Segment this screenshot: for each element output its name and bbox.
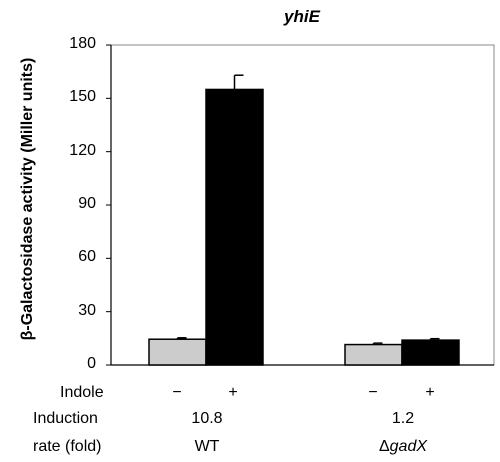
y-tick-label-5: 150 <box>69 88 96 106</box>
indole-row-label: Indole <box>60 384 104 401</box>
bar-g1-b2 <box>205 88 264 366</box>
bar-g2-b1 <box>344 343 403 366</box>
group2-name-gene: gadX <box>389 438 428 455</box>
chart-title: yhiE <box>284 7 320 26</box>
group2-bar1-indole: − <box>368 384 378 401</box>
bar-g2-b2 <box>401 339 460 366</box>
group2-bar2-indole: + <box>425 384 435 401</box>
group1-bar2-indole: + <box>228 384 238 401</box>
y-tick-label-6: 180 <box>69 35 96 52</box>
group1-name: WT <box>194 438 220 455</box>
y-tick-label-0: 0 <box>87 355 96 372</box>
y-axis-label: β-Galactosidase activity (Miller units) <box>19 57 36 341</box>
group2-name-prefix: Δ <box>378 438 390 455</box>
bars <box>148 74 460 366</box>
bar-g1-b1 <box>148 338 207 366</box>
group2-induction: 1.2 <box>391 410 415 427</box>
group1-bar1-indole: − <box>172 384 182 401</box>
group1-induction: 10.8 <box>191 410 223 427</box>
y-tick-label-1: 30 <box>78 301 96 319</box>
y-tick-label-4: 120 <box>69 141 96 159</box>
y-tick-label-3: 90 <box>78 195 96 212</box>
group2-name: ΔgadX <box>379 438 427 456</box>
y-tick-label-2: 60 <box>78 248 96 266</box>
plot-frame <box>110 44 495 366</box>
rate-row-label: rate (fold) <box>33 438 102 455</box>
induction-row-label: Induction <box>33 410 98 427</box>
y-ticks <box>106 44 111 366</box>
